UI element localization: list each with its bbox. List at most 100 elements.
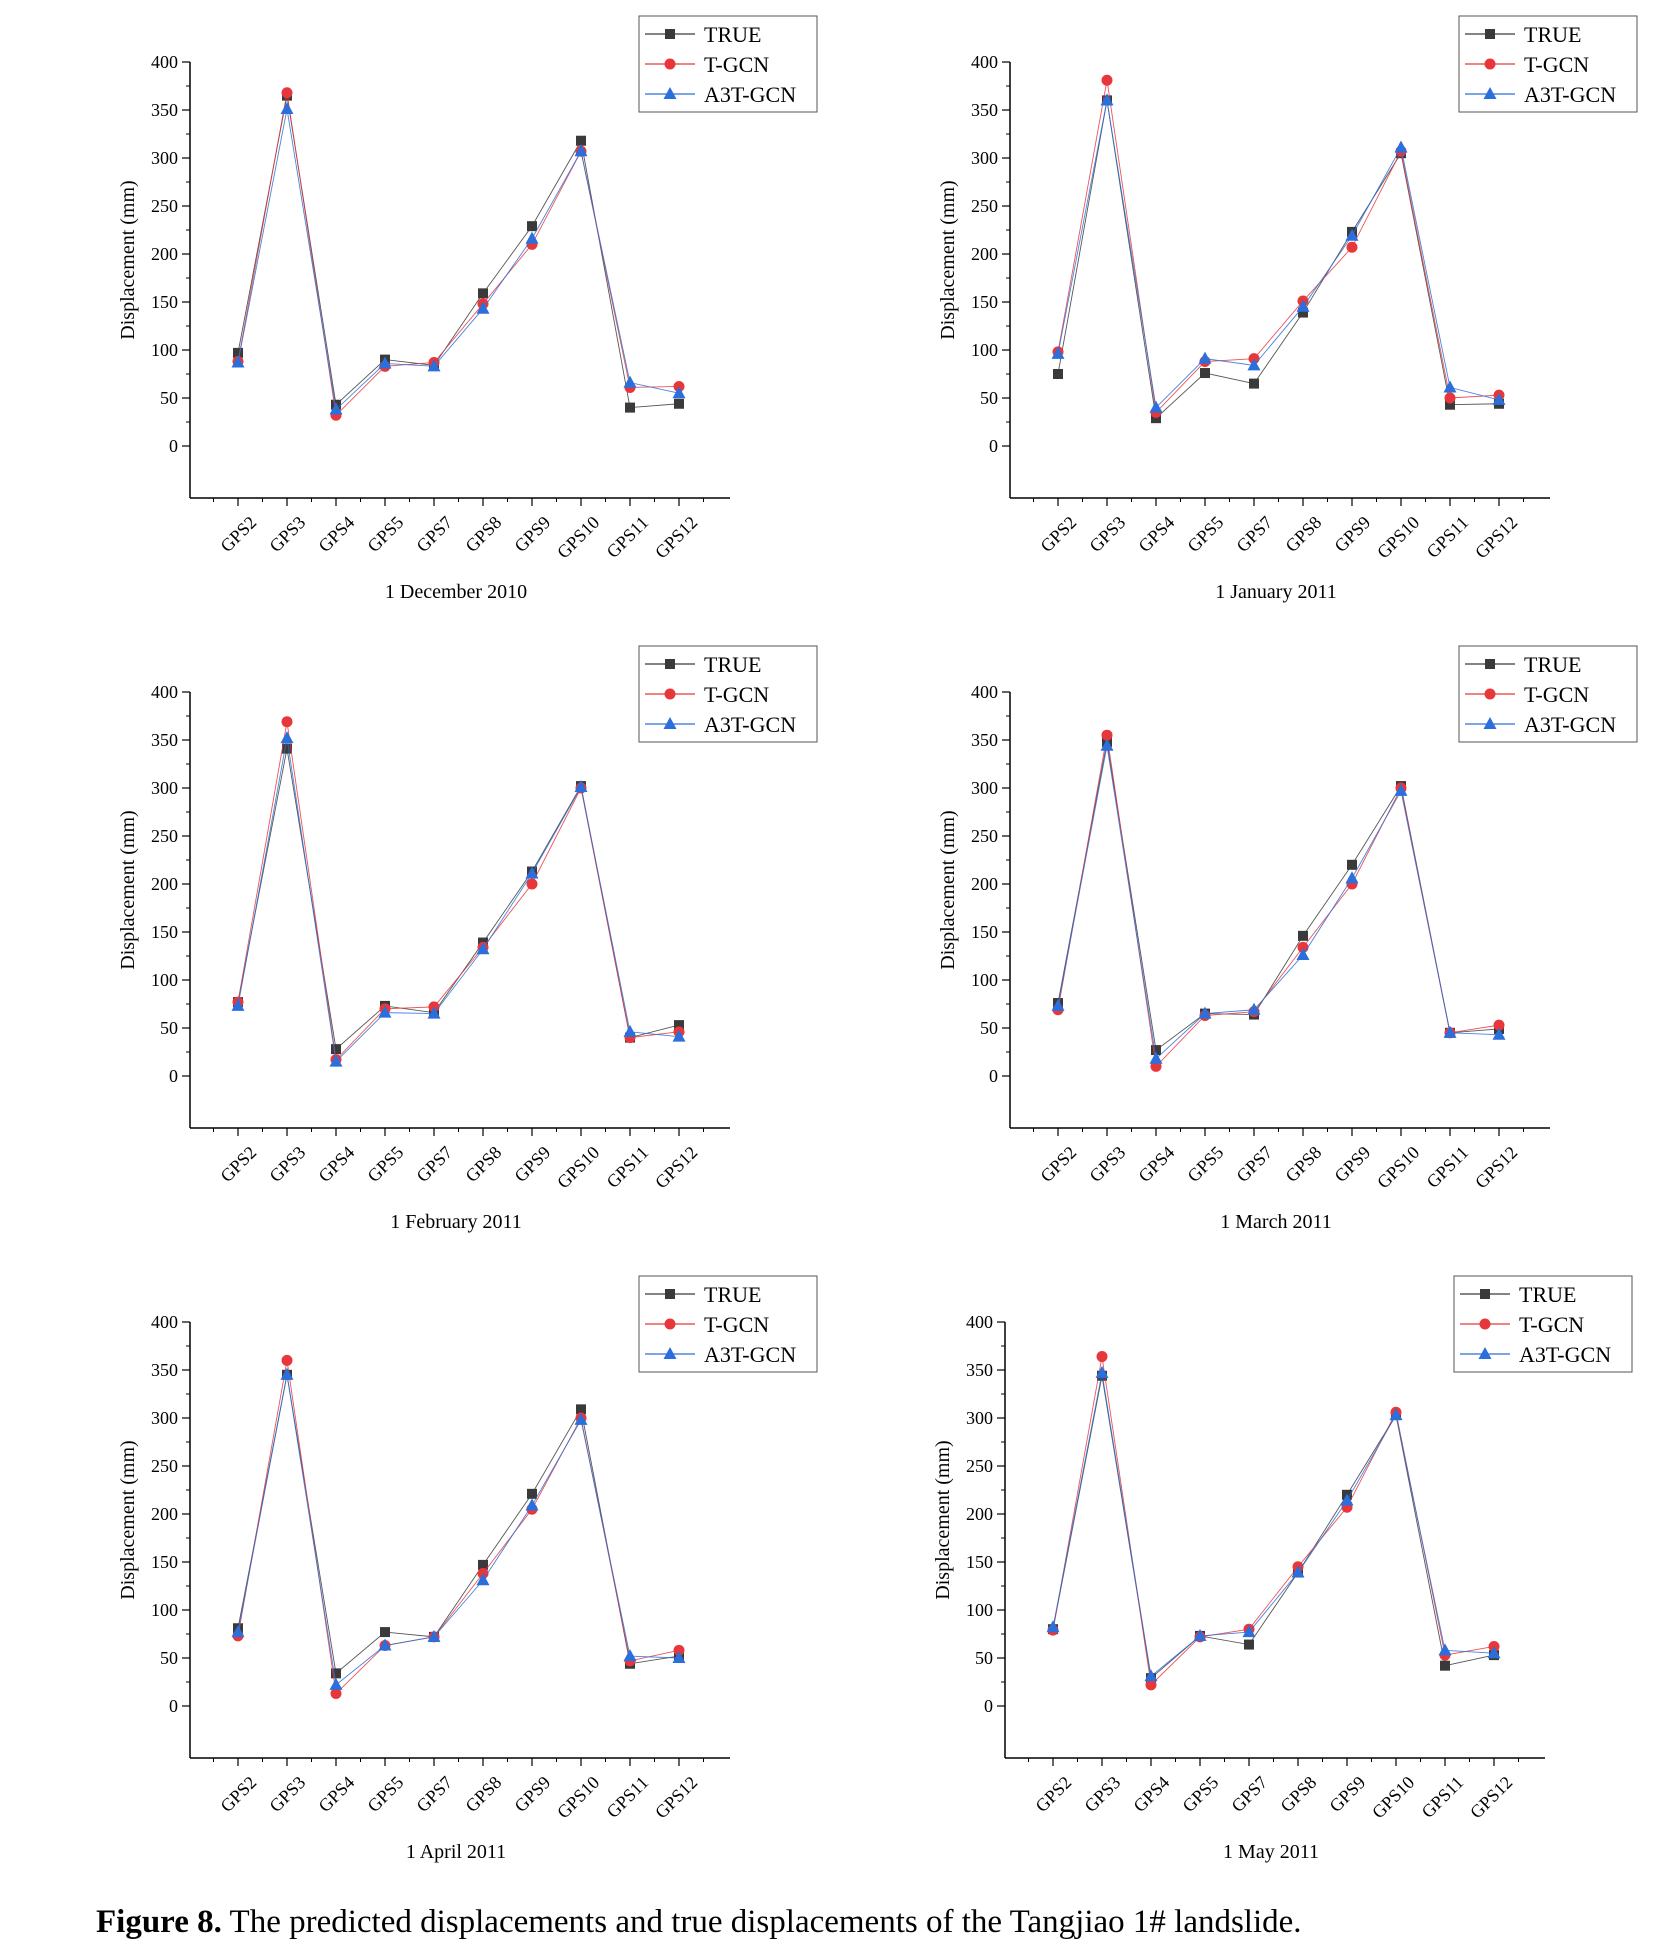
legend-label: TRUE bbox=[1524, 652, 1581, 677]
data-point bbox=[1145, 1679, 1157, 1691]
x-axis-title: 1 May 2011 bbox=[1223, 1841, 1319, 1863]
data-point bbox=[673, 1644, 685, 1656]
y-tick-label: 50 bbox=[980, 388, 998, 408]
series-true bbox=[233, 743, 684, 1055]
x-tick-label: GPS3 bbox=[1085, 1142, 1129, 1186]
data-point bbox=[1389, 1408, 1403, 1421]
x-tick-label: GPS11 bbox=[603, 512, 653, 562]
series-line bbox=[237, 95, 680, 409]
legend-marker bbox=[665, 29, 675, 39]
chart-panel-6: 0 50 100 150 200 250 300 350 400 GPS2 GPS3 GPS4 GPS5… bbox=[932, 1275, 1633, 1863]
y-tick-label: 100 bbox=[151, 1600, 178, 1620]
x-tick-label: GPS7 bbox=[1227, 1772, 1271, 1816]
series-line bbox=[1057, 745, 1500, 1060]
y-tick-label: 250 bbox=[151, 826, 178, 846]
series-t-gcn bbox=[232, 1354, 685, 1700]
data-point bbox=[1198, 351, 1212, 364]
series-line bbox=[237, 721, 680, 1061]
x-tick-label: GPS10 bbox=[553, 1142, 603, 1192]
legend-label: TRUE bbox=[704, 22, 761, 47]
y-tick-label: 300 bbox=[151, 148, 178, 168]
data-point bbox=[674, 1020, 684, 1031]
y-axis-title: Displacement (mm) bbox=[937, 810, 959, 969]
data-point bbox=[574, 780, 588, 793]
series-t-gcn bbox=[1052, 74, 1505, 418]
data-point bbox=[576, 1404, 586, 1415]
data-point bbox=[1394, 783, 1408, 796]
legend: TRUE T-GCN A3T-GCN bbox=[638, 645, 818, 743]
data-point bbox=[1149, 400, 1163, 413]
x-tick-label: GPS8 bbox=[461, 512, 505, 556]
legend: TRUE T-GCN A3T-GCN bbox=[638, 15, 818, 113]
data-point bbox=[427, 1629, 441, 1642]
legend-label: T-GCN bbox=[704, 682, 769, 707]
data-point bbox=[1394, 140, 1408, 153]
y-tick-label: 250 bbox=[966, 1456, 993, 1476]
data-point bbox=[1487, 1646, 1501, 1659]
y-tick-label: 300 bbox=[151, 1408, 178, 1428]
y-tick-label: 100 bbox=[971, 340, 998, 360]
y-tick-label: 400 bbox=[966, 1312, 993, 1332]
series-true bbox=[233, 1369, 684, 1679]
data-point bbox=[576, 135, 586, 146]
data-point bbox=[1198, 1006, 1212, 1019]
series-a3t-gcn bbox=[231, 1367, 686, 1690]
chart-panel-4: 0 50 100 150 200 250 300 350 400 GPS2 GPS3 GPS4 GPS5… bbox=[937, 645, 1638, 1233]
y-tick-label: 250 bbox=[151, 196, 178, 216]
data-point bbox=[1247, 1002, 1261, 1015]
x-tick-label: GPS10 bbox=[553, 512, 603, 562]
y-tick-label: 250 bbox=[971, 196, 998, 216]
y-tick-label: 50 bbox=[975, 1648, 993, 1668]
y-tick-label: 350 bbox=[971, 730, 998, 750]
legend-marker bbox=[1484, 58, 1496, 70]
data-point bbox=[1438, 1643, 1452, 1656]
x-tick-label: GPS8 bbox=[461, 1142, 505, 1186]
data-point bbox=[525, 231, 539, 244]
data-point bbox=[1151, 413, 1161, 424]
data-point bbox=[231, 998, 245, 1011]
legend-label: T-GCN bbox=[1519, 1312, 1584, 1337]
series-a3t-gcn bbox=[231, 102, 686, 415]
x-tick-label: GPS4 bbox=[1129, 1772, 1173, 1816]
x-tick-label: GPS9 bbox=[1330, 512, 1374, 556]
data-point bbox=[1095, 1365, 1109, 1378]
y-tick-label: 200 bbox=[151, 244, 178, 264]
x-tick-label: GPS9 bbox=[1325, 1772, 1369, 1816]
legend-marker bbox=[1483, 87, 1497, 99]
series-true bbox=[1053, 736, 1504, 1056]
data-point bbox=[1296, 948, 1310, 961]
legend-marker bbox=[1478, 1347, 1492, 1359]
data-point bbox=[1101, 729, 1113, 741]
x-tick-label: GPS2 bbox=[1031, 1772, 1075, 1816]
chart-panel-2: 0 50 100 150 200 250 300 350 400 GPS2 GPS3 GPS4 GPS5… bbox=[937, 15, 1638, 603]
data-point bbox=[1492, 392, 1506, 405]
data-point bbox=[1051, 346, 1065, 359]
x-tick-label: GPS7 bbox=[1232, 512, 1276, 556]
data-point bbox=[1200, 368, 1210, 379]
data-point bbox=[1493, 1019, 1505, 1031]
series-line bbox=[1057, 100, 1500, 420]
series-line bbox=[1052, 1372, 1495, 1678]
series-line bbox=[1057, 100, 1500, 409]
legend-marker bbox=[663, 717, 677, 729]
series-t-gcn bbox=[1047, 1351, 1500, 1691]
y-tick-label: 0 bbox=[169, 1696, 178, 1716]
x-tick-label: GPS8 bbox=[1281, 512, 1325, 556]
y-axis-title: Displacement (mm) bbox=[117, 1440, 139, 1599]
data-point bbox=[331, 1668, 341, 1679]
y-tick-label: 400 bbox=[151, 682, 178, 702]
chart-panel-5: 0 50 100 150 200 250 300 350 400 GPS2 GPS3 GPS4 GPS5… bbox=[117, 1275, 818, 1863]
y-axis-title: Displacement (mm) bbox=[937, 180, 959, 339]
legend-label: T-GCN bbox=[704, 1312, 769, 1337]
data-point bbox=[476, 1573, 490, 1586]
x-tick-label: GPS3 bbox=[265, 1142, 309, 1186]
data-point bbox=[1444, 392, 1456, 404]
data-point bbox=[527, 1488, 537, 1499]
y-tick-label: 200 bbox=[971, 874, 998, 894]
legend-label: T-GCN bbox=[704, 52, 769, 77]
legend-label: TRUE bbox=[704, 652, 761, 677]
series-line bbox=[237, 1374, 680, 1686]
data-point bbox=[525, 1498, 539, 1511]
legend-label: TRUE bbox=[1519, 1282, 1576, 1307]
x-tick-label: GPS9 bbox=[510, 512, 554, 556]
